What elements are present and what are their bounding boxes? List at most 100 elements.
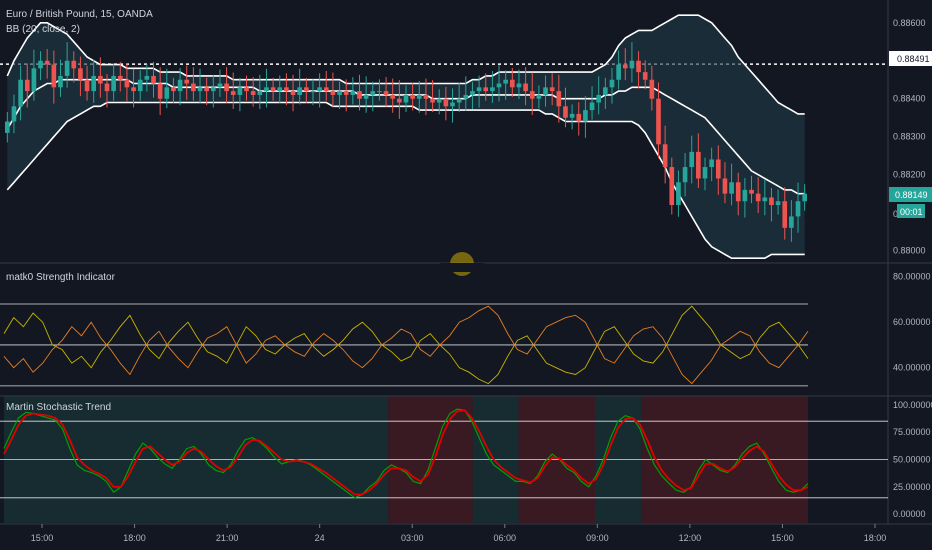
candle-body-10 — [71, 60, 77, 69]
time-tick-label: 24 — [315, 533, 325, 543]
bb-upper-line — [6, 14, 805, 115]
stoch-tick-label: 50.00000 — [893, 455, 931, 465]
candle-body-71 — [476, 87, 482, 92]
matk-tick-label: 60.00000 — [893, 317, 931, 327]
candle-body-58 — [390, 94, 396, 99]
candle-body-64 — [430, 98, 435, 103]
candle-body-96 — [642, 72, 648, 80]
bb-indicator-label[interactable]: BB (20, close, 2) — [6, 24, 80, 35]
candle-body-41 — [277, 87, 283, 92]
candle-body-86 — [576, 113, 582, 122]
candle-body-59 — [397, 98, 402, 103]
price-tick-label: 0.88000 — [893, 246, 926, 256]
candle-body-109 — [729, 182, 734, 194]
candle-body-63 — [423, 94, 429, 99]
candle-body-62 — [416, 94, 422, 99]
candle-body-61 — [410, 94, 415, 99]
candle-body-33 — [224, 83, 229, 92]
candle-body-111 — [742, 189, 748, 202]
candle-body-93 — [622, 64, 628, 69]
candle-body-15 — [104, 83, 110, 92]
candle-body-30 — [204, 87, 209, 92]
candle-body-114 — [762, 197, 768, 202]
candle-body-89 — [596, 94, 602, 103]
candle-body-19 — [131, 87, 136, 92]
candle-body-36 — [244, 87, 249, 92]
stoch-tick-label: 75.00000 — [893, 427, 931, 437]
candle-body-0 — [4, 121, 10, 133]
stoch-tick-label: 0.00000 — [893, 509, 926, 519]
time-tick-label: 12:00 — [679, 533, 702, 543]
candle-body-34 — [230, 91, 236, 95]
candle-body-97 — [649, 79, 655, 99]
candle-body-32 — [217, 83, 223, 88]
candle-body-8 — [58, 75, 63, 88]
candle-body-81 — [543, 87, 548, 95]
candle-body-14 — [98, 75, 103, 84]
candle-body-39 — [264, 87, 269, 92]
time-tick-label: 15:00 — [31, 533, 54, 543]
candle-body-28 — [191, 83, 196, 92]
candle-body-103 — [689, 151, 695, 168]
candle-body-48 — [323, 87, 329, 92]
candle-body-94 — [629, 60, 635, 69]
candle-body-72 — [483, 87, 489, 92]
candle-body-16 — [111, 75, 116, 92]
axes: 0.88600 0.88400 0.88300 0.88200 0.88000 40.00… — [31, 18, 932, 543]
candle-body-54 — [363, 94, 369, 99]
candle-body-116 — [775, 201, 781, 206]
candle-body-104 — [696, 151, 701, 179]
candle-body-107 — [715, 159, 721, 179]
candle-body-115 — [769, 197, 774, 206]
stochastic-title[interactable]: Martin Stochastic Trend — [6, 402, 111, 413]
candle-body-1 — [11, 106, 17, 122]
countdown-label: 00:01 — [900, 207, 923, 217]
time-tick-label: 18:00 — [123, 533, 146, 543]
candle-body-76 — [509, 79, 515, 88]
candles — [4, 42, 808, 242]
candle-body-22 — [151, 75, 156, 84]
current-price-label: 0.88149 — [895, 190, 928, 200]
candle-body-27 — [184, 79, 190, 84]
candle-body-13 — [91, 75, 97, 92]
candle-body-2 — [18, 79, 23, 107]
candle-body-53 — [357, 91, 362, 99]
candle-body-38 — [257, 91, 263, 95]
candle-body-82 — [549, 87, 555, 92]
candle-body-7 — [51, 64, 57, 88]
candle-body-24 — [164, 87, 170, 99]
candle-body-11 — [78, 68, 83, 80]
candle-body-92 — [616, 64, 621, 80]
candle-body-75 — [503, 79, 508, 84]
candle-body-105 — [702, 167, 708, 179]
time-tick-label: 18:00 — [864, 533, 887, 543]
candle-body-113 — [755, 193, 761, 202]
candle-body-91 — [609, 79, 615, 88]
candle-body-46 — [310, 91, 316, 93]
countdown-badge — [897, 204, 925, 218]
candle-body-80 — [536, 94, 542, 99]
candle-body-67 — [450, 102, 455, 107]
matk0-title[interactable]: matk0 Strength Indicator — [6, 272, 116, 283]
candle-body-69 — [463, 94, 469, 99]
price-tick-label: 0.88200 — [893, 170, 926, 180]
candle-body-79 — [529, 91, 535, 99]
candle-body-49 — [330, 91, 336, 95]
candle-body-108 — [722, 178, 728, 194]
candle-body-31 — [210, 87, 216, 92]
price-tick-label: 0.88400 — [893, 94, 926, 104]
reference-price-label: 0.88491 — [897, 54, 930, 64]
candle-body-29 — [197, 87, 203, 92]
candle-body-51 — [343, 91, 349, 95]
candle-body-74 — [496, 83, 502, 88]
candle-body-77 — [516, 83, 522, 88]
stoch-series-1 — [3, 409, 809, 496]
candle-body-50 — [337, 91, 342, 95]
candle-body-98 — [656, 98, 661, 145]
candle-body-3 — [24, 79, 30, 92]
candle-body-73 — [490, 87, 495, 92]
candle-body-17 — [117, 75, 123, 80]
matk-series-1 — [3, 305, 809, 385]
